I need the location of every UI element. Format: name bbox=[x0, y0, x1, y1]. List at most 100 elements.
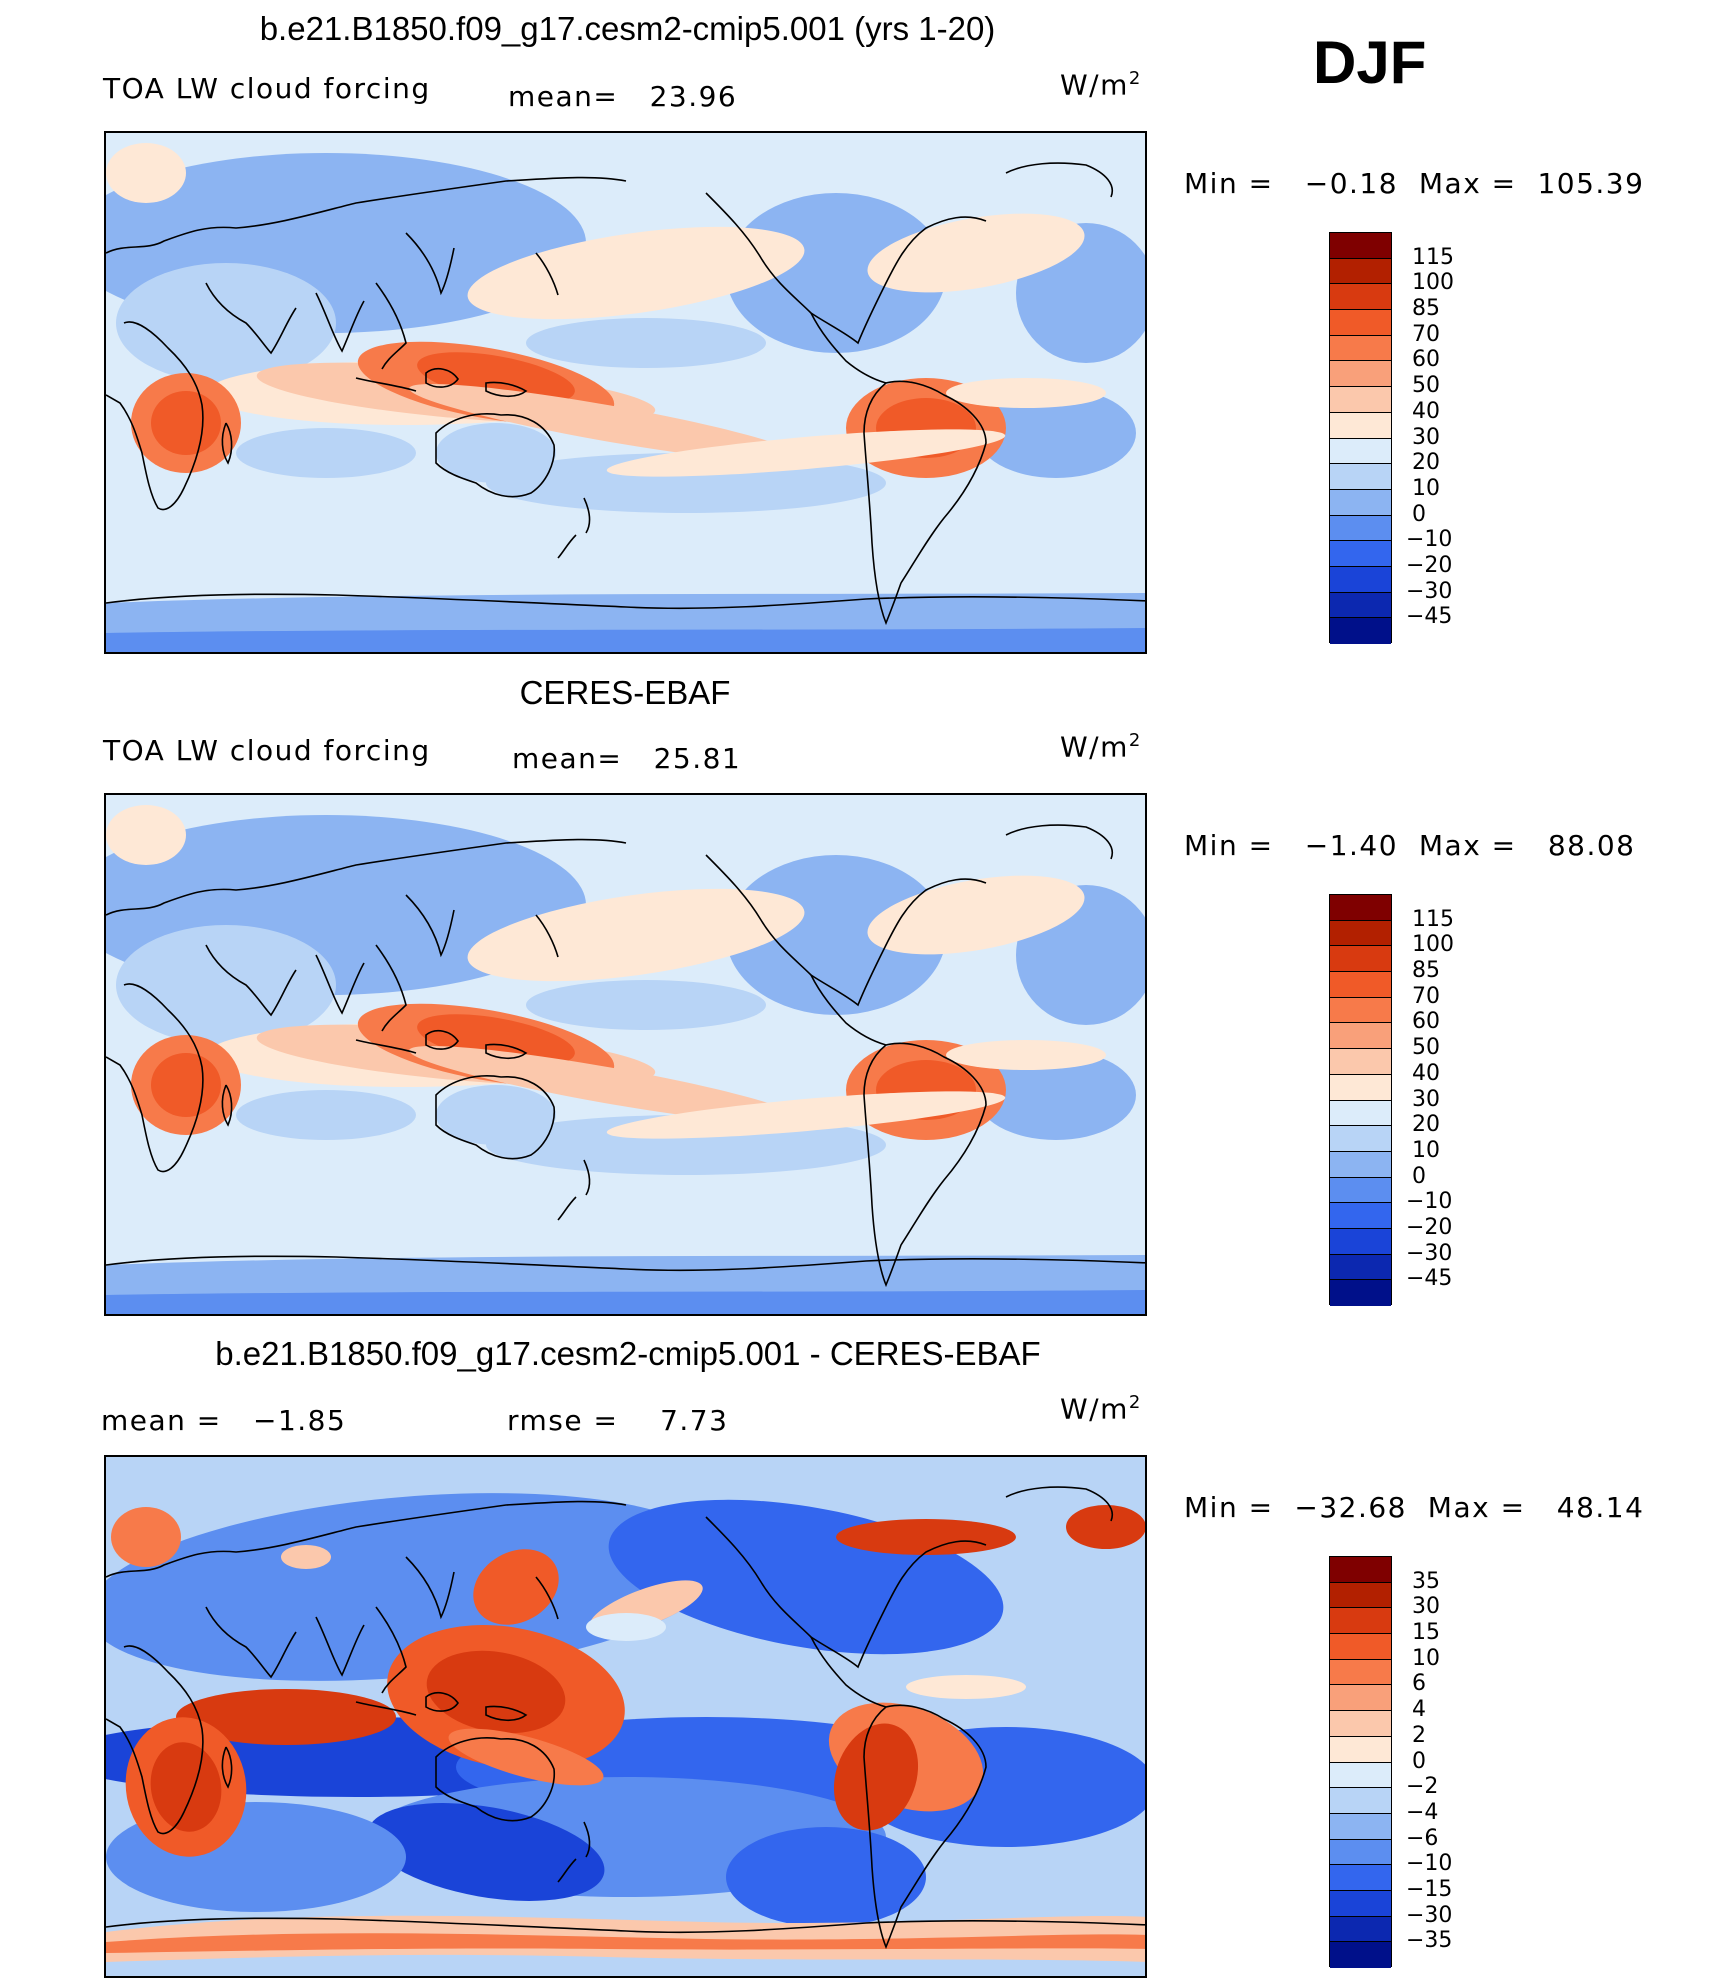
field-contour bbox=[473, 1549, 559, 1625]
panel1-map-canvas bbox=[106, 133, 1145, 652]
colorbar-label: −35 bbox=[1406, 1928, 1453, 1954]
colorbar-box bbox=[1330, 1942, 1391, 1968]
colorbar-box bbox=[1330, 541, 1391, 567]
coastline bbox=[106, 1917, 1145, 1934]
colorbar-label: −30 bbox=[1406, 1240, 1453, 1266]
coastline bbox=[106, 1500, 627, 1578]
coastline bbox=[106, 838, 627, 916]
coastline bbox=[435, 1075, 556, 1160]
field-contour bbox=[116, 925, 336, 1045]
colorbar-box bbox=[1330, 592, 1391, 619]
colorbar-label: 30 bbox=[1412, 1594, 1440, 1620]
colorbar-box bbox=[1330, 438, 1391, 465]
panel2-colorbar-labels: 115 100 85 70 60 50 40 30 20 10 0 −10 −20 −30 −45 bbox=[1406, 894, 1486, 1305]
coastline bbox=[705, 1516, 987, 1669]
colorbar-box bbox=[1330, 1557, 1391, 1583]
coastline bbox=[425, 1029, 459, 1050]
colorbar-label: 60 bbox=[1412, 1009, 1440, 1035]
field-contour bbox=[836, 1519, 1016, 1555]
colorbar-box bbox=[1330, 1023, 1391, 1050]
panel3-map bbox=[104, 1455, 1147, 1978]
panel2-min-label: Min = bbox=[1184, 829, 1274, 862]
field-contour bbox=[236, 428, 416, 478]
panel3-units-label: W/m bbox=[1060, 1392, 1129, 1426]
panel3-units-exp: 2 bbox=[1128, 1392, 1142, 1413]
panel1-colorbar bbox=[1329, 232, 1392, 644]
coastline bbox=[355, 1701, 417, 1716]
colorbar-box bbox=[1330, 1280, 1391, 1306]
field-contour bbox=[106, 805, 186, 865]
colorbar-box bbox=[1330, 515, 1391, 542]
coastline bbox=[1005, 1486, 1113, 1522]
panel2-units-exp: 2 bbox=[1128, 730, 1142, 751]
colorbar-label: 0 bbox=[1412, 1163, 1426, 1189]
panel2-map bbox=[104, 793, 1147, 1316]
panel3-minmax: Min = −32.68 Max = 48.14 bbox=[1184, 1491, 1644, 1524]
colorbar-label: 115 bbox=[1412, 244, 1454, 270]
colorbar-label: 4 bbox=[1412, 1697, 1426, 1723]
coastline bbox=[375, 1606, 407, 1694]
coastline bbox=[355, 377, 417, 392]
colorbar-box bbox=[1330, 233, 1391, 259]
colorbar-label: 85 bbox=[1412, 296, 1440, 322]
colorbar-label: 60 bbox=[1412, 347, 1440, 373]
colorbar-label: 40 bbox=[1412, 1060, 1440, 1086]
colorbar-box bbox=[1330, 618, 1391, 644]
coastline bbox=[375, 282, 407, 370]
colorbar-box bbox=[1330, 1634, 1391, 1660]
panel1-variable: TOA LW cloud forcing bbox=[103, 72, 431, 105]
field-contour bbox=[867, 213, 1085, 293]
colorbar-box bbox=[1330, 1126, 1391, 1152]
colorbar-box bbox=[1330, 997, 1391, 1024]
field-contour bbox=[436, 1085, 556, 1145]
field-contour bbox=[606, 429, 1006, 477]
panel3-max-label: Max = bbox=[1427, 1491, 1526, 1524]
panel1-units-label: W/m bbox=[1060, 68, 1129, 102]
coastline bbox=[810, 312, 887, 384]
colorbar-box bbox=[1330, 1762, 1391, 1789]
field-contour bbox=[526, 318, 766, 368]
colorbar-label: 2 bbox=[1412, 1722, 1426, 1748]
panel3-min-value: −32.68 bbox=[1294, 1491, 1407, 1524]
coastline bbox=[405, 232, 455, 296]
panel3-units: W/m2 bbox=[1060, 1392, 1142, 1425]
colorbar-box bbox=[1330, 946, 1391, 973]
panel1-units: W/m2 bbox=[1060, 68, 1142, 101]
panel3-colorbar-labels: 35 30 15 10 6 4 2 0 −2 −4 −6 −10 −15 −30 −35 bbox=[1406, 1556, 1486, 1967]
panel2-title: CERES-EBAF bbox=[519, 674, 731, 711]
colorbar-label: 30 bbox=[1412, 1086, 1440, 1112]
panel3-title: b.e21.B1850.f09_g17.cesm2-cmip5.001 - CE… bbox=[215, 1335, 1041, 1372]
colorbar-box bbox=[1330, 489, 1391, 516]
coastline bbox=[485, 1705, 528, 1722]
panel3-mean-label: mean = bbox=[101, 1404, 222, 1437]
coastline bbox=[863, 380, 987, 626]
colorbar-label: 100 bbox=[1412, 270, 1454, 296]
field-contour bbox=[1066, 1505, 1145, 1549]
field-contour bbox=[526, 980, 766, 1030]
coastline bbox=[705, 854, 987, 1007]
coastline bbox=[435, 1737, 556, 1822]
colorbar-label: −10 bbox=[1406, 1189, 1453, 1215]
coastline bbox=[557, 1159, 591, 1221]
colorbar-label: −6 bbox=[1406, 1825, 1439, 1851]
coastline bbox=[557, 1821, 591, 1883]
coastline bbox=[1005, 824, 1113, 860]
colorbar-box bbox=[1330, 1049, 1391, 1075]
colorbar-box bbox=[1330, 1074, 1391, 1101]
panel3-min-label: Min = bbox=[1184, 1491, 1274, 1524]
colorbar-box bbox=[1330, 361, 1391, 388]
coastline bbox=[705, 192, 987, 345]
coastline bbox=[863, 1042, 987, 1288]
coastline bbox=[425, 367, 459, 388]
field-contour bbox=[726, 855, 946, 1015]
colorbar-box bbox=[1330, 1813, 1391, 1840]
colorbar-label: −10 bbox=[1406, 1851, 1453, 1877]
coastline bbox=[106, 321, 204, 511]
coastline bbox=[221, 1084, 233, 1127]
colorbar-box bbox=[1330, 1254, 1391, 1281]
panel2-colorbar bbox=[1329, 894, 1392, 1306]
field-contour bbox=[106, 628, 1145, 652]
panel2-map-canvas bbox=[106, 795, 1145, 1314]
coastline bbox=[315, 1616, 365, 1677]
colorbar-box bbox=[1330, 1890, 1391, 1917]
